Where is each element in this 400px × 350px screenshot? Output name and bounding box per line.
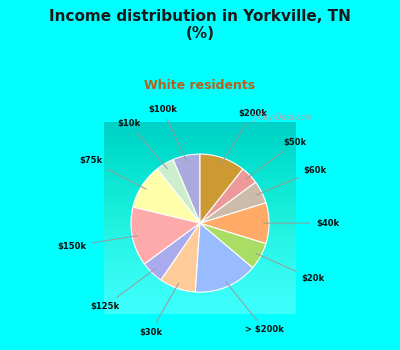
Text: $50k: $50k	[246, 138, 306, 179]
Text: $125k: $125k	[90, 268, 156, 311]
Text: $20k: $20k	[256, 253, 325, 284]
Wedge shape	[200, 182, 266, 223]
Text: $100k: $100k	[148, 105, 187, 161]
Wedge shape	[133, 169, 200, 223]
Wedge shape	[173, 154, 200, 223]
Text: Income distribution in Yorkville, TN
(%): Income distribution in Yorkville, TN (%)	[49, 9, 351, 41]
Text: $40k: $40k	[264, 219, 339, 228]
Text: ⓘ City-Data.com: ⓘ City-Data.com	[252, 113, 313, 122]
Text: $60k: $60k	[257, 166, 327, 195]
Text: > $200k: > $200k	[226, 281, 284, 334]
Wedge shape	[195, 223, 253, 292]
Wedge shape	[200, 169, 256, 223]
Wedge shape	[144, 223, 200, 280]
Text: $150k: $150k	[57, 236, 138, 251]
Text: White residents: White residents	[144, 79, 256, 92]
Wedge shape	[200, 203, 269, 244]
Text: $200k: $200k	[222, 109, 267, 163]
Wedge shape	[200, 223, 266, 268]
Text: $10k: $10k	[118, 119, 167, 169]
Wedge shape	[161, 223, 200, 292]
Text: $75k: $75k	[79, 156, 146, 189]
Wedge shape	[200, 154, 243, 223]
Text: $30k: $30k	[139, 283, 179, 337]
Wedge shape	[157, 160, 200, 223]
Wedge shape	[131, 207, 200, 264]
